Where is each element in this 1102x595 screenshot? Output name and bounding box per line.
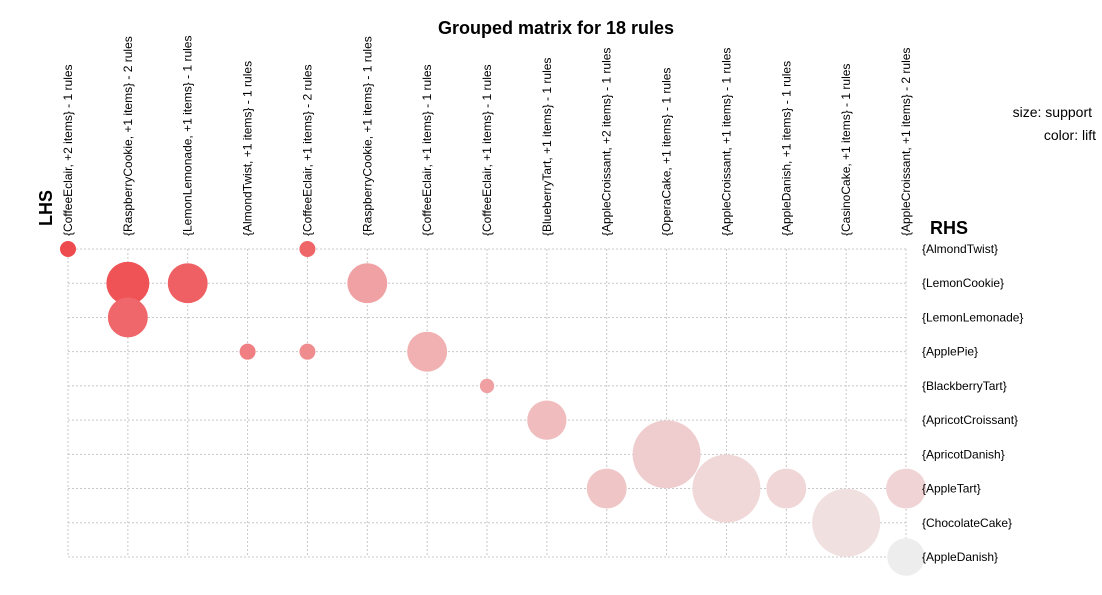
lhs-label: {LemonLemonade, +1 items} - 1 rules [181, 36, 195, 236]
rhs-axis-title: RHS [930, 218, 968, 238]
rhs-label: {AppleDanish} [922, 550, 998, 564]
rule-points [59, 240, 926, 576]
rhs-label: {AppleTart} [922, 482, 981, 496]
rhs-label: {BlackberryTart} [922, 379, 1007, 393]
rule-point [766, 468, 807, 509]
rhs-label: {LemonCookie} [922, 276, 1004, 290]
lhs-axis-title: LHS [36, 190, 56, 226]
legend-size: size: support [1013, 104, 1092, 120]
rule-point [586, 468, 627, 509]
rule-point [692, 454, 761, 523]
lhs-label: {AlmondTwist, +1 items} - 1 rules [241, 61, 255, 236]
lhs-label: {RaspberryCookie, +1 items} - 1 rules [360, 36, 374, 236]
lhs-label: {AppleCroissant, +2 items} - 1 rules [600, 48, 614, 236]
lhs-label: {CoffeeEclair, +1 items} - 1 rules [420, 64, 434, 236]
rhs-label: {ApricotDanish} [922, 447, 1005, 461]
rule-point [239, 343, 256, 360]
lhs-labels: {CoffeeEclair, +2 items} - 1 rules {Raspb… [61, 36, 913, 236]
lhs-label: {CoffeeEclair, +1 items} - 2 rules [300, 64, 314, 236]
rhs-label: {ApplePie} [922, 345, 978, 359]
rhs-labels: {AlmondTwist} {LemonCookie} {LemonLemonade… [922, 242, 1023, 564]
lhs-label: {CoffeeEclair, +2 items} - 1 rules [61, 64, 75, 236]
rule-point [812, 488, 881, 557]
lhs-label: {AppleCroissant, +1 items} - 2 rules [899, 48, 913, 236]
lhs-label: {CasinoCake, +1 items} - 1 rules [839, 64, 853, 236]
lhs-label: {CoffeeEclair, +1 items} - 1 rules [480, 64, 494, 236]
rule-point [107, 297, 148, 338]
lhs-label: {RaspberryCookie, +1 items} - 2 rules [121, 36, 135, 236]
rule-point [347, 263, 388, 304]
rhs-label: {ApricotCroissant} [922, 413, 1018, 427]
rule-point [407, 331, 448, 372]
rule-point [632, 420, 701, 489]
chart-title: Grouped matrix for 18 rules [438, 18, 674, 38]
lhs-label: {BlueberryTart, +1 items} - 1 rules [540, 58, 554, 236]
rhs-label: {AlmondTwist} [922, 242, 998, 256]
rule-point [106, 261, 150, 305]
legend-color: color: lift [1044, 127, 1096, 143]
lhs-label: {OperaCake, +1 items} - 1 rules [660, 68, 674, 236]
rule-point [59, 240, 77, 258]
rule-point [887, 538, 925, 576]
rule-point [527, 400, 567, 440]
lhs-label: {AppleDanish, +1 items} - 1 rules [779, 61, 793, 236]
rule-point [299, 240, 316, 258]
rule-point [299, 343, 316, 360]
rule-point [479, 378, 495, 394]
lhs-label: {AppleCroissant, +1 items} - 1 rules [719, 48, 733, 236]
rhs-label: {LemonLemonade} [922, 310, 1023, 324]
rule-point [886, 468, 926, 509]
rule-point [167, 263, 208, 304]
rhs-label: {ChocolateCake} [922, 516, 1012, 530]
